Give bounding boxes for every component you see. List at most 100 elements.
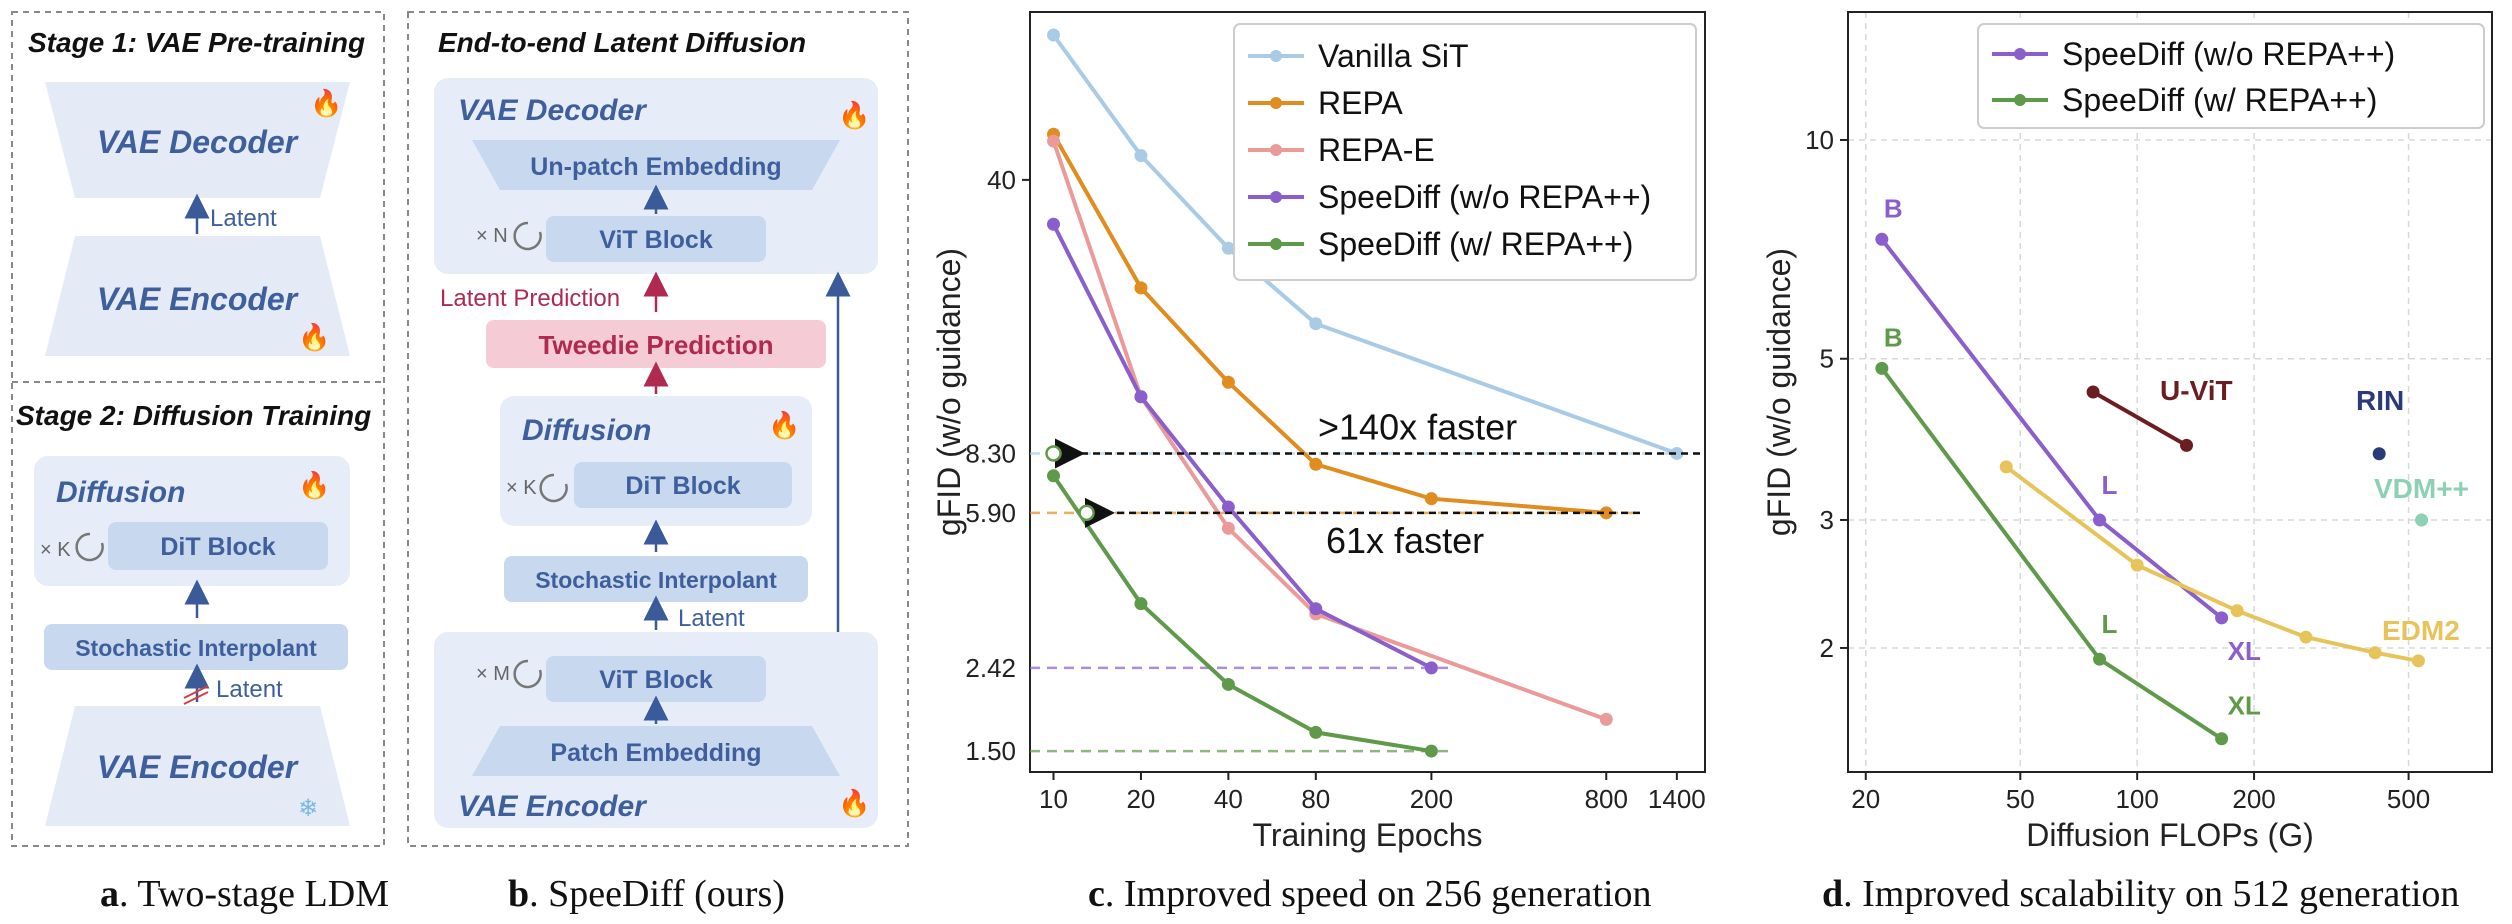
tweedie-prediction-label: Tweedie Prediction bbox=[538, 330, 773, 360]
repeat-n-label: × N bbox=[476, 225, 508, 247]
data-point bbox=[2130, 558, 2144, 572]
data-point bbox=[2372, 447, 2386, 461]
x-tick-label: 200 bbox=[2232, 784, 2275, 814]
x-axis-label: Diffusion FLOPs (G) bbox=[2026, 817, 2313, 853]
dit-block-label: DiT Block bbox=[625, 472, 740, 500]
point-label: XL bbox=[2228, 691, 2261, 721]
latent-label: Latent bbox=[210, 205, 277, 232]
legend-entry: SpeeDiff (w/ REPA++) bbox=[2062, 82, 2377, 118]
speedup-annotation: 61x faster bbox=[1326, 520, 1484, 561]
data-point bbox=[1134, 597, 1148, 611]
series-line bbox=[2005, 465, 2419, 663]
vae-encoder-label: VAE Encoder bbox=[97, 749, 299, 785]
data-point bbox=[1047, 469, 1061, 483]
data-point bbox=[1134, 149, 1148, 163]
panel-b: End-to-end Latent Diffusion VAE Decoder … bbox=[407, 11, 909, 915]
method-label: U-ViT bbox=[2160, 375, 2233, 406]
fire-icon: 🔥 bbox=[310, 88, 342, 118]
data-point bbox=[1221, 521, 1235, 535]
latent-label: Latent bbox=[678, 605, 745, 632]
data-point bbox=[1134, 390, 1148, 404]
open-marker bbox=[1045, 445, 1062, 462]
panel-b-border bbox=[407, 11, 909, 847]
latent-prediction-label: Latent Prediction bbox=[440, 285, 620, 312]
data-point bbox=[1875, 361, 1889, 375]
fire-icon: 🔥 bbox=[838, 788, 870, 818]
chart-c-frame bbox=[1029, 11, 1706, 773]
series-line bbox=[1880, 367, 2223, 741]
x-tick-label: 20 bbox=[1126, 784, 1155, 814]
data-point bbox=[2215, 732, 2229, 746]
x-tick-label: 50 bbox=[2006, 784, 2035, 814]
fire-icon: 🔥 bbox=[298, 322, 330, 352]
reference-tick-label: 1.50 bbox=[965, 736, 1016, 766]
vae-decoder-block bbox=[45, 82, 350, 198]
x-tick-label: 10 bbox=[1039, 784, 1068, 814]
data-point bbox=[2230, 604, 2244, 618]
data-point bbox=[1875, 232, 1889, 246]
data-point bbox=[1424, 661, 1438, 675]
x-tick-label: 800 bbox=[1585, 784, 1628, 814]
chart-c-legend bbox=[1233, 23, 1697, 281]
legend-entry: SpeeDiff (w/o REPA++) bbox=[2062, 36, 2395, 72]
vit-block-bottom-label: ViT Block bbox=[599, 666, 713, 694]
panel-a-border bbox=[11, 11, 385, 847]
x-tick-label: 100 bbox=[2115, 784, 2158, 814]
y-tick-label: 5 bbox=[1820, 344, 1834, 374]
data-point bbox=[2093, 652, 2107, 666]
data-point bbox=[1424, 744, 1438, 758]
chart-d-legend bbox=[1977, 23, 2485, 129]
x-tick-label: 40 bbox=[1214, 784, 1243, 814]
data-point bbox=[1424, 492, 1438, 506]
reference-tick-label: 5.90 bbox=[965, 498, 1016, 528]
legend-entry: REPA bbox=[1318, 85, 1403, 121]
data-point bbox=[1309, 725, 1323, 739]
repeat-m-label: × M bbox=[476, 663, 510, 685]
data-point bbox=[2299, 630, 2313, 644]
repeat-k-label: × K bbox=[506, 477, 537, 499]
x-tick-label: 1400 bbox=[1648, 784, 1706, 814]
data-point bbox=[2368, 646, 2382, 660]
stochastic-interpolant-block bbox=[504, 556, 808, 602]
vit-block-bottom bbox=[546, 656, 766, 702]
series-line bbox=[1051, 474, 1432, 754]
stage2-title: Stage 2: Diffusion Training bbox=[16, 400, 371, 431]
data-point bbox=[1670, 446, 1684, 460]
reference-tick-label: 2.42 bbox=[965, 653, 1016, 683]
caption-b: b. SpeeDiff (ours) bbox=[508, 873, 785, 915]
stage1-title: Stage 1: VAE Pre-training bbox=[28, 27, 365, 58]
chart-c: 10 20 40 80 200 800 1400 40 8.30 5.90 2.42 1.50 Trai… bbox=[931, 11, 1706, 853]
legend-entry: Vanilla SiT bbox=[1318, 38, 1469, 74]
chart-d: 20 50 100 200 500 10 5 3 2 Diffusion FLOPs (G) gFI… bbox=[1761, 11, 2493, 853]
vae-decoder-label: VAE Decoder bbox=[97, 124, 299, 160]
legend-marker bbox=[1270, 50, 1282, 62]
legend-marker bbox=[2014, 48, 2026, 60]
y-tick-label: 10 bbox=[1805, 125, 1834, 155]
caption-d: d. Improved scalability on 512 generatio… bbox=[1822, 873, 2459, 915]
diffusion-label: Diffusion bbox=[56, 476, 185, 509]
data-point bbox=[1599, 712, 1613, 726]
stochastic-interpolant-label: Stochastic Interpolant bbox=[535, 567, 777, 593]
tweedie-prediction-block bbox=[486, 320, 826, 368]
stop-gradient-icon bbox=[183, 685, 209, 699]
fire-icon: 🔥 bbox=[838, 100, 870, 130]
stochastic-interpolant-block bbox=[44, 624, 348, 670]
method-label: RIN bbox=[2356, 385, 2404, 416]
reference-tick-label: 8.30 bbox=[965, 438, 1016, 468]
legend-entry: REPA-E bbox=[1318, 132, 1435, 168]
patch-embedding-label: Patch Embedding bbox=[550, 739, 761, 767]
caption-a: a. Two-stage LDM bbox=[100, 873, 389, 915]
vae-encoder-label: VAE Encoder bbox=[97, 281, 299, 317]
series-line bbox=[1880, 238, 2223, 620]
latent-label: Latent bbox=[216, 676, 283, 703]
data-point bbox=[2086, 385, 2100, 399]
legend-marker bbox=[2014, 94, 2026, 106]
data-point bbox=[1999, 460, 2013, 474]
unpatch-embedding-label: Un-patch Embedding bbox=[530, 153, 781, 181]
snowflake-icon: ❄ bbox=[298, 795, 318, 822]
series-line bbox=[1051, 133, 1607, 515]
method-label: EDM2 bbox=[2382, 615, 2460, 646]
data-point bbox=[2415, 513, 2429, 527]
y-tick-label: 40 bbox=[987, 165, 1016, 195]
